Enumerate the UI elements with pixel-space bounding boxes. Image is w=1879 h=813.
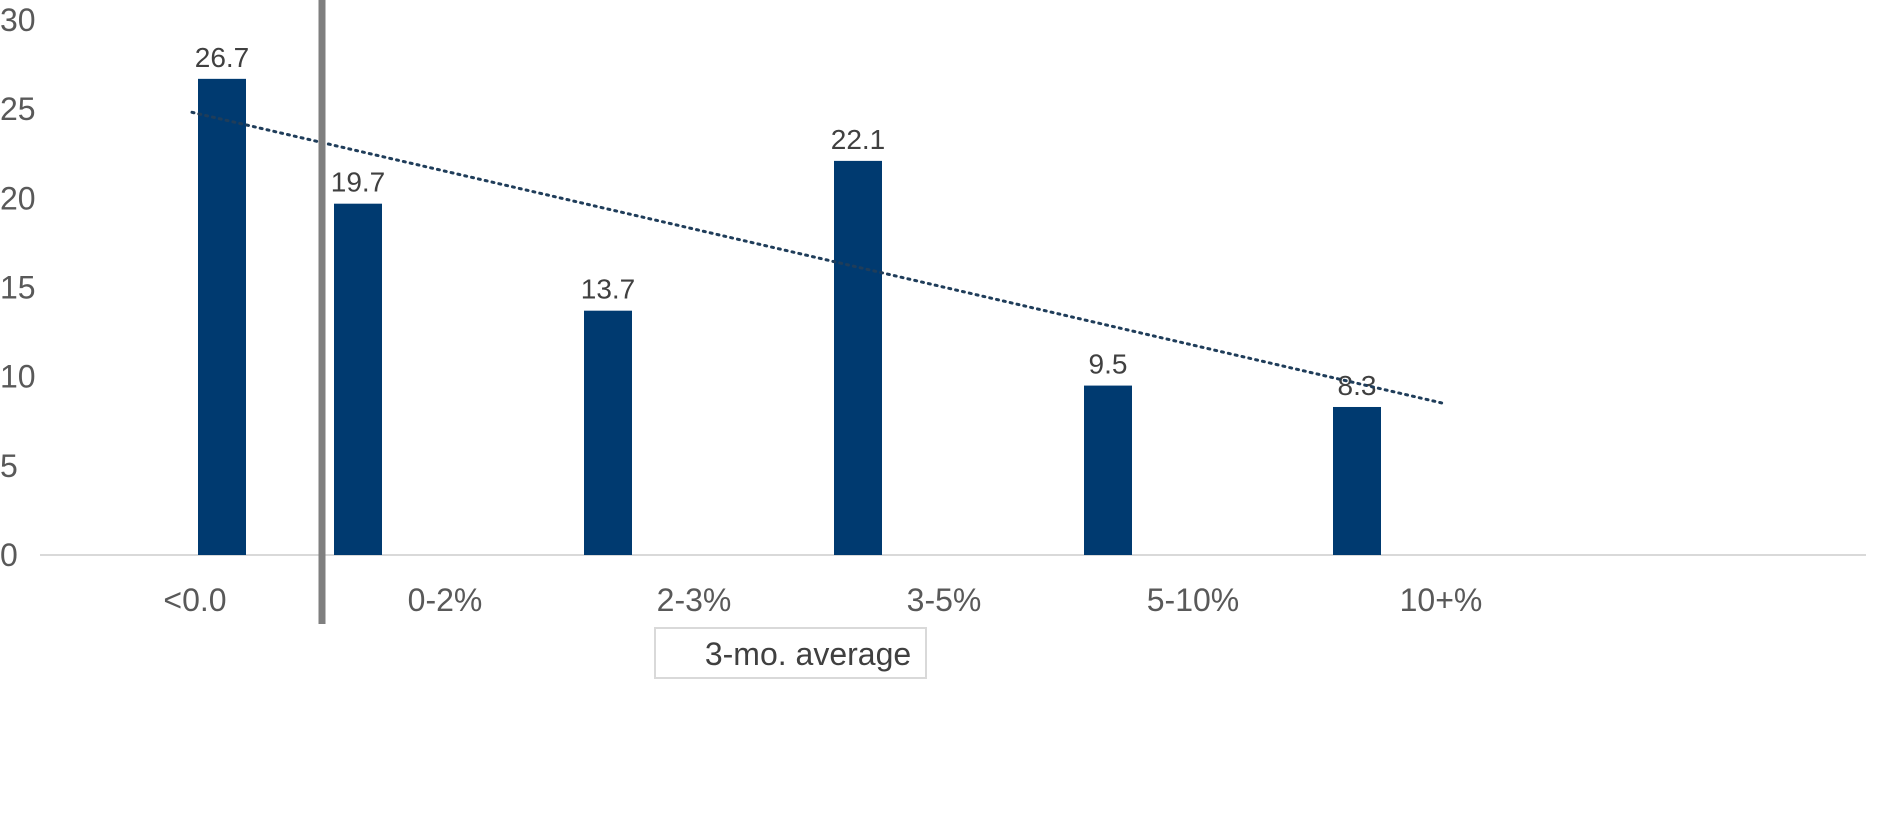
x-axis-ticks: <0.0 0-2% 2-3% 3-5% 5-10% 10+% [163, 582, 1482, 618]
y-tick-label: 5 [0, 448, 18, 484]
x-tick-label: <0.0 [163, 582, 226, 618]
y-tick-label: 25 [0, 91, 36, 127]
bars [198, 78, 1381, 555]
x-tick-label: 2-3% [657, 582, 732, 618]
x-tick-label: 5-10% [1147, 582, 1240, 618]
data-label: 26.7 [195, 42, 250, 73]
data-label: 22.1 [831, 124, 886, 155]
x-tick-label: 0-2% [408, 582, 483, 618]
legend-label: 3-mo. average [705, 636, 911, 672]
bar [584, 310, 632, 555]
bar [1333, 406, 1381, 555]
data-label: 8.3 [1338, 370, 1377, 401]
data-labels: 26.7 19.7 13.7 22.1 9.5 8.3 [195, 42, 1377, 401]
y-tick-label: 20 [0, 180, 36, 216]
y-tick-label: 0 [0, 537, 18, 573]
trendline [190, 110, 1445, 405]
x-tick-label: 10+% [1400, 582, 1483, 618]
data-label: 9.5 [1089, 349, 1128, 380]
y-tick-label: 30 [0, 2, 36, 38]
y-tick-label: 10 [0, 359, 36, 395]
bar [1084, 385, 1132, 555]
bar [334, 203, 382, 555]
data-label: 19.7 [331, 167, 386, 198]
bar [834, 160, 882, 555]
data-label: 13.7 [581, 274, 636, 305]
bar [198, 78, 246, 555]
legend: 3-mo. average [654, 627, 927, 679]
y-axis-ticks: 0 5 10 15 20 25 30 [0, 2, 36, 573]
y-tick-label: 15 [0, 270, 36, 306]
legend-box [654, 627, 927, 679]
x-tick-label: 3-5% [907, 582, 982, 618]
